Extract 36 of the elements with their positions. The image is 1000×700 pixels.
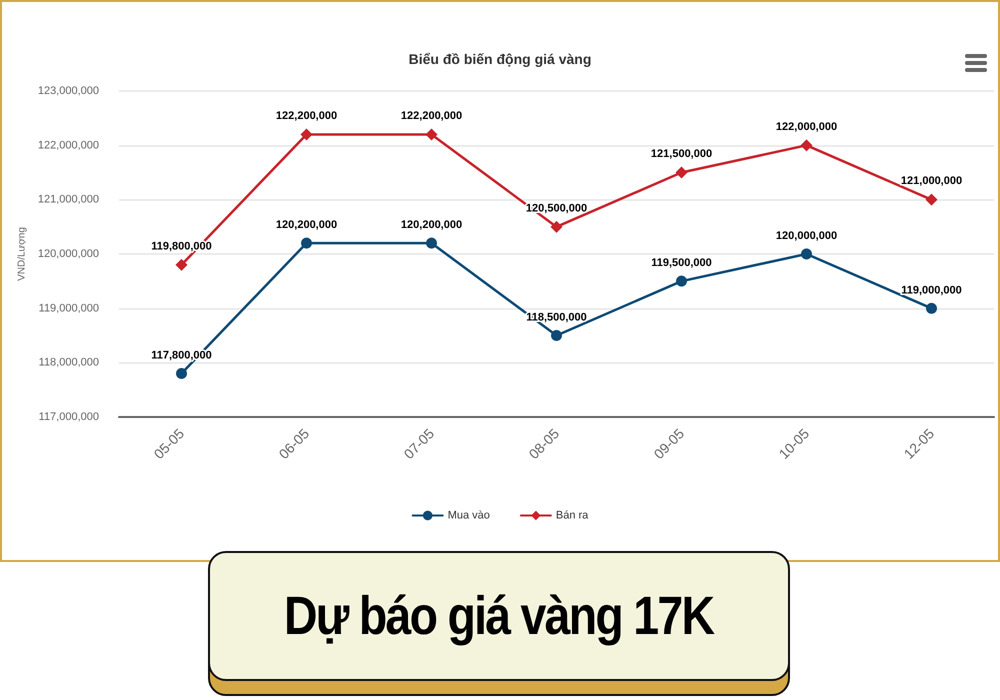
data-label: 122,000,000 xyxy=(776,120,838,133)
point xyxy=(926,302,937,314)
point xyxy=(426,238,437,249)
data-label: 119,500,000 xyxy=(651,257,712,270)
data-label: 119,000,000 xyxy=(901,284,962,296)
point xyxy=(551,330,562,341)
y-tick-label: 120,000,000 xyxy=(38,248,99,260)
y-tick-label: 119,000,000 xyxy=(38,302,99,314)
chart-title: Biểu đồ biến động giá vàng xyxy=(408,51,592,67)
point xyxy=(550,220,562,233)
point xyxy=(676,166,688,178)
y-axis-title: VND/Lượng xyxy=(16,227,28,281)
y-tick-label: 121,000,000 xyxy=(38,194,99,206)
legend-label: Mua vào xyxy=(448,510,490,522)
legend-label: Bán ra xyxy=(556,510,590,522)
point xyxy=(301,238,312,249)
data-label: 120,200,000 xyxy=(276,219,338,232)
point xyxy=(676,276,687,287)
y-tick-label: 123,000,000 xyxy=(38,85,99,97)
y-tick-label: 122,000,000 xyxy=(38,139,99,152)
point xyxy=(176,368,187,380)
data-label: 121,000,000 xyxy=(900,175,962,188)
point xyxy=(801,248,812,260)
data-label: 120,000,000 xyxy=(776,230,838,242)
point xyxy=(426,128,438,140)
data-label: 122,200,000 xyxy=(276,110,338,122)
point xyxy=(176,258,188,271)
y-tick-label: 117,000,000 xyxy=(38,411,99,423)
point xyxy=(926,194,938,206)
y-tick-label: 118,000,000 xyxy=(38,356,99,369)
data-label: 122,200,000 xyxy=(400,110,462,122)
point xyxy=(800,139,812,152)
point xyxy=(300,128,312,140)
banner: Dự báo giá vàng 17K xyxy=(208,551,790,681)
data-label: 120,200,000 xyxy=(400,219,462,232)
data-label: 121,500,000 xyxy=(650,148,712,160)
